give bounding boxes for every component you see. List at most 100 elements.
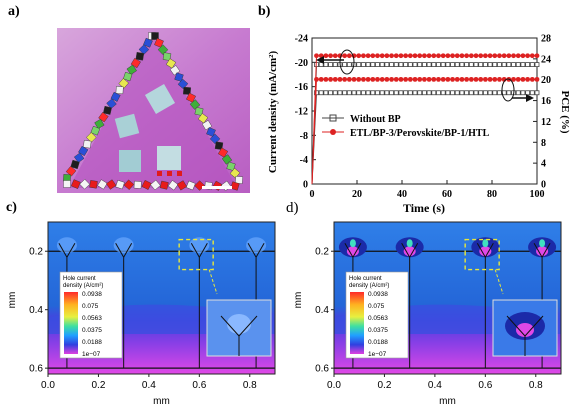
data-point — [361, 90, 366, 96]
data-point — [342, 90, 348, 96]
data-point — [445, 90, 451, 96]
data-point — [511, 53, 516, 59]
data-point — [511, 76, 516, 82]
data-point — [393, 90, 399, 96]
data-point — [497, 76, 502, 82]
data-point — [464, 53, 470, 59]
y-right-tick-label: 0 — [541, 180, 546, 191]
data-point — [506, 53, 512, 59]
chain-bead — [197, 113, 209, 124]
data-point — [332, 62, 338, 67]
data-point — [506, 62, 512, 67]
chain-bead — [130, 57, 141, 69]
callout-ellipse-left — [339, 49, 355, 75]
chain-bead — [78, 145, 89, 157]
data-point — [478, 62, 484, 67]
data-point — [346, 90, 352, 96]
data-point — [323, 76, 329, 82]
zoom-connector — [208, 269, 218, 295]
panel-label-d: d) — [286, 200, 299, 216]
y-left-tick-label: -20 — [295, 58, 308, 69]
chain-bead — [123, 71, 133, 82]
data-point — [525, 90, 531, 96]
colorbar-title-line-1: Hole current — [63, 276, 96, 282]
data-point — [440, 76, 446, 82]
data-point — [487, 62, 493, 67]
data-point — [450, 62, 455, 67]
data-point — [445, 76, 451, 82]
data-point — [379, 62, 385, 67]
chain-bead — [206, 127, 216, 137]
data-point — [389, 53, 394, 59]
data-point — [426, 90, 432, 96]
x-tick-label: 0.2 — [91, 380, 105, 391]
y-axis-label: mm — [293, 292, 304, 309]
data-point — [529, 62, 535, 67]
data-point — [520, 90, 526, 96]
grid-node — [189, 237, 210, 369]
chain-bead — [162, 52, 172, 61]
chain-bead — [185, 180, 196, 191]
data-point — [520, 62, 526, 67]
y-tick-label: 0.6 — [29, 364, 43, 375]
chain-bead — [115, 179, 125, 190]
y-left-tick-label: -4 — [300, 155, 308, 166]
colorbar-tick-label: 0.0563 — [368, 315, 388, 322]
data-point — [497, 90, 502, 96]
data-point — [375, 62, 380, 67]
data-point — [450, 90, 455, 96]
data-point — [370, 76, 376, 82]
data-point — [361, 76, 366, 82]
data-point — [389, 90, 394, 96]
chain-bead — [138, 44, 150, 55]
data-point — [492, 53, 498, 59]
chain-bead — [110, 91, 121, 102]
x-tick-label: 0.2 — [377, 380, 391, 391]
data-point — [450, 76, 455, 82]
data-point — [520, 76, 526, 82]
current-density-pce-chart: 0 20 40 60 80 1000-4-8-12-16-20-2404812162024… — [267, 34, 570, 216]
chain-bead — [83, 140, 92, 149]
chain-bead — [230, 181, 240, 191]
data-point — [440, 90, 446, 96]
data-point — [407, 76, 413, 82]
data-point — [478, 53, 484, 59]
chain-bead — [177, 78, 189, 90]
data-point — [426, 76, 432, 82]
data-point — [440, 53, 446, 59]
chain-bead — [106, 179, 117, 190]
chain-bead — [151, 32, 159, 40]
data-point — [431, 76, 437, 82]
chain-bead — [115, 86, 124, 95]
data-point — [323, 53, 329, 59]
chain-bead — [123, 179, 135, 190]
chain-bead — [159, 180, 169, 190]
colorbar-tick-label: 0.075 — [368, 303, 385, 310]
data-point — [497, 53, 502, 59]
colorbar-tick-label: 1e−07 — [82, 351, 101, 358]
data-point — [365, 53, 371, 59]
data-point — [473, 76, 479, 82]
data-point — [468, 76, 474, 82]
colorbar-tick-label: 0.0375 — [82, 327, 102, 334]
panel-label-b: b) — [258, 4, 271, 19]
inset-core — [516, 323, 534, 337]
chain-bead — [186, 92, 196, 103]
data-point — [370, 53, 376, 59]
chain-bead — [167, 180, 179, 191]
data-point — [436, 53, 441, 59]
chart-b-plot-area — [311, 37, 538, 185]
y-right-tick-label: 28 — [541, 34, 551, 45]
data-point — [431, 90, 437, 96]
colorbar-tick-label: 1e−07 — [368, 351, 387, 358]
colorbar-title-line-2: density (A/cm²) — [349, 283, 389, 289]
grid-node — [471, 237, 500, 369]
chain-bead — [165, 58, 177, 69]
chain-bead — [226, 161, 236, 171]
data-point — [356, 53, 362, 59]
data-point — [440, 62, 446, 67]
legend-label-etl-bp: ETL/BP-3/Perovskite/BP-1/HTL — [350, 128, 490, 139]
data-point — [534, 76, 540, 82]
data-point — [328, 53, 333, 59]
